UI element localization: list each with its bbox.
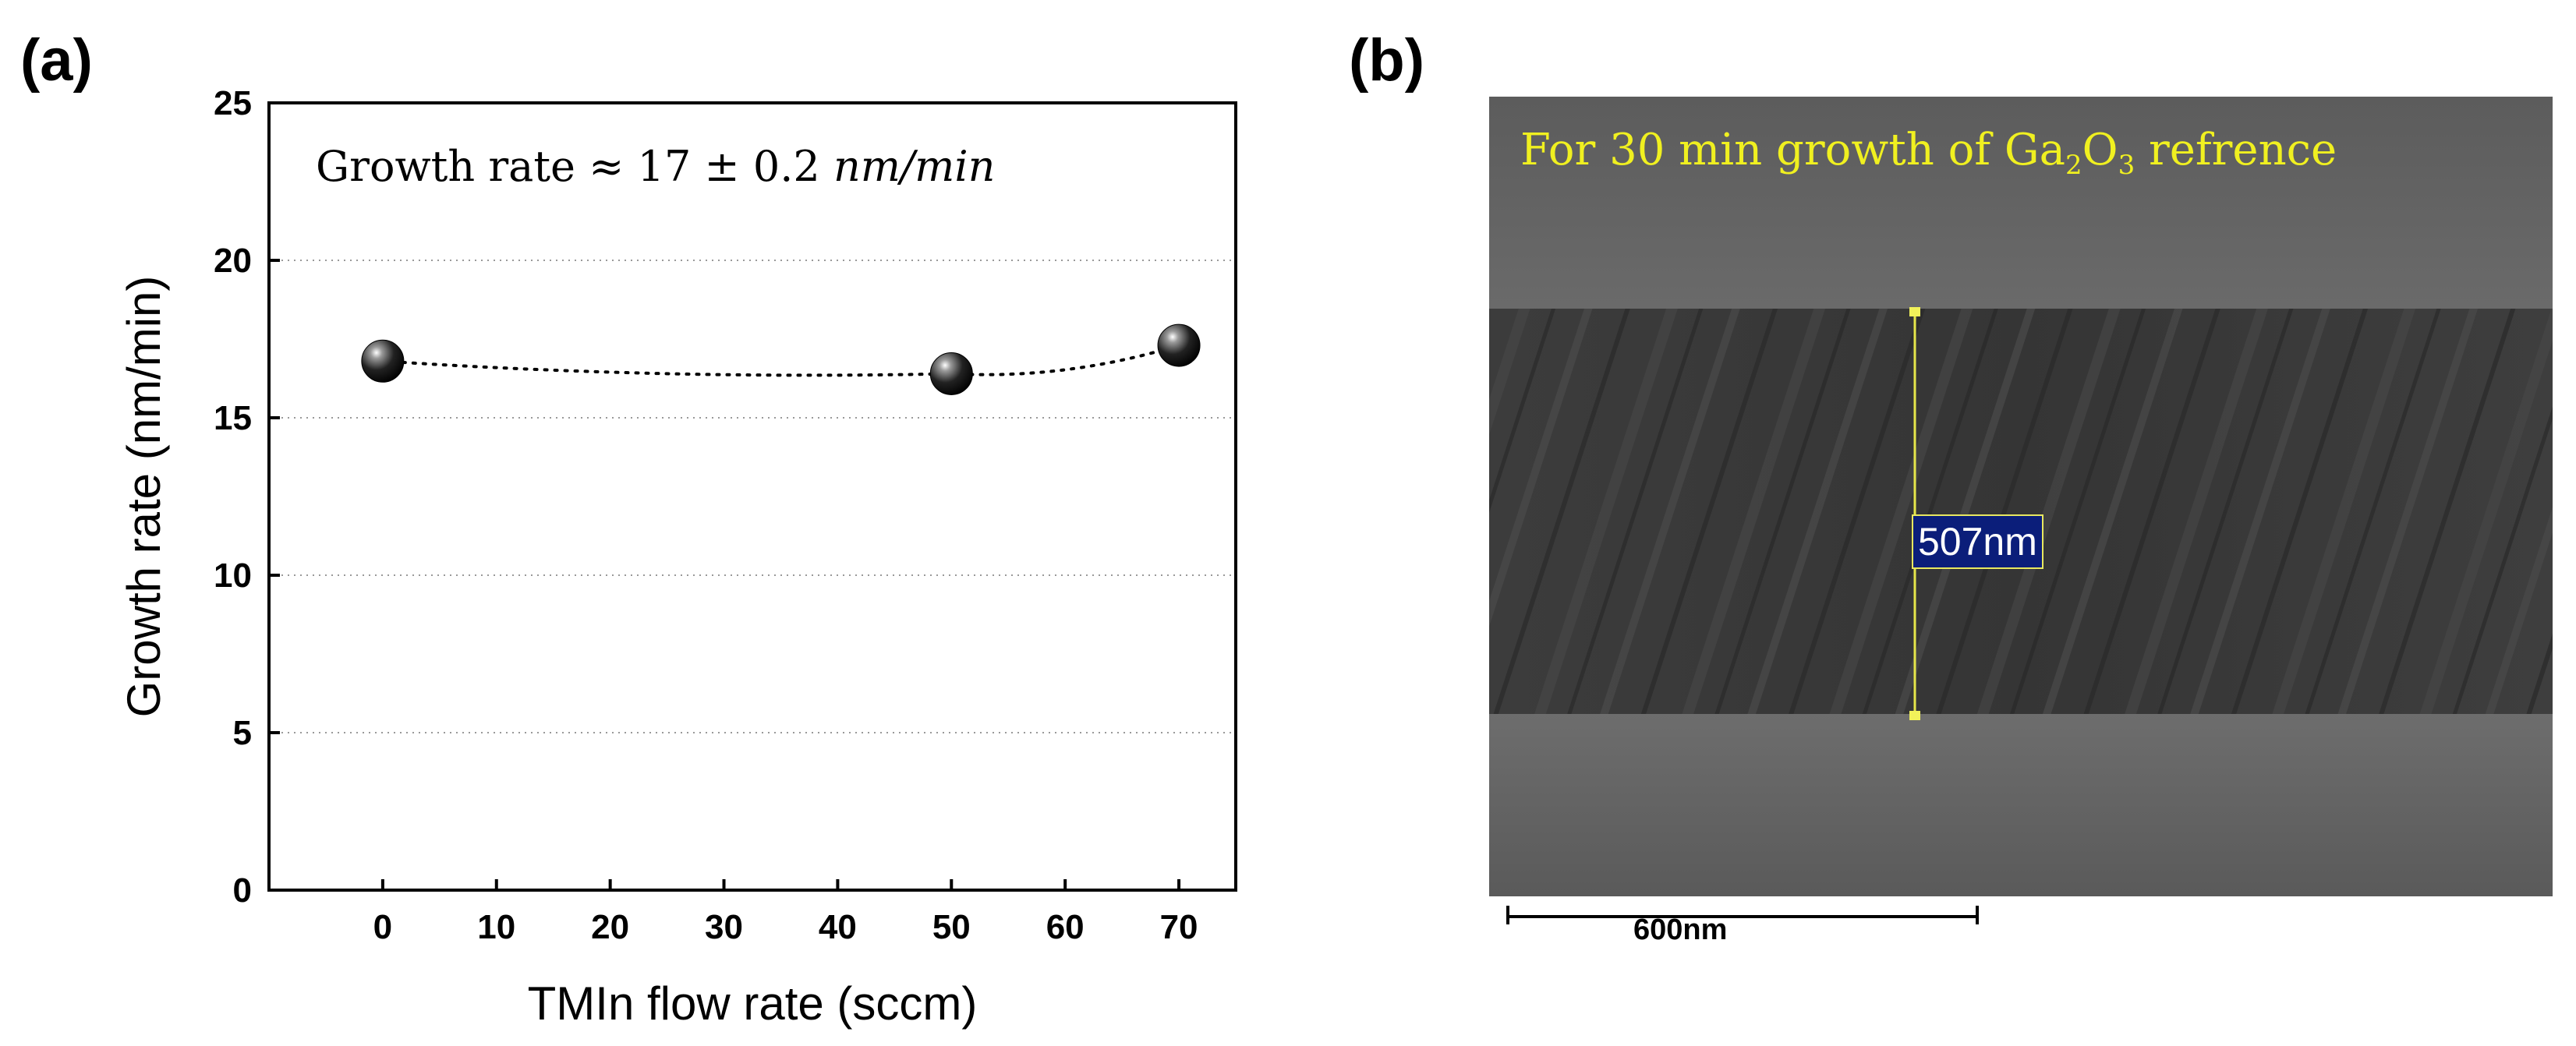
data-point-0: [361, 339, 405, 383]
trend-line: [380, 344, 1181, 377]
measure-top-handle: [1909, 307, 1920, 316]
film-grain-texture: [1489, 309, 2553, 714]
sem-title-sub-3: 3: [2118, 150, 2135, 181]
growth-rate-annotation: Growth rate ≈ 17 ± 0.2 nm/min: [316, 142, 995, 191]
y-axis-title: Growth rate (nm/min): [118, 276, 170, 718]
x-tick-label: 70: [1160, 908, 1198, 946]
substrate-layer: [1489, 714, 2553, 896]
thickness-measurement-label: 507nm: [1912, 514, 2043, 569]
plot-frame: [267, 101, 1237, 892]
annotation-unit: nm/min: [833, 142, 995, 191]
annotation-symbol: ≈: [589, 142, 624, 191]
y-tick-label: 25: [214, 84, 252, 122]
sem-image-title: For 30 min growth of Ga2O3 refrence: [1520, 125, 2337, 181]
x-tick-label: 20: [591, 908, 629, 946]
y-tick-label: 10: [214, 557, 252, 595]
scale-bar-label: 600nm: [1633, 913, 1728, 946]
x-tick-label: 10: [477, 908, 515, 946]
sem-title-suffix: refrence: [2135, 125, 2337, 175]
data-point-50: [929, 352, 973, 395]
y-tick-label: 5: [233, 714, 252, 752]
x-axis-title: TMIn flow rate (sccm): [528, 977, 978, 1030]
panel-label-a: (a): [20, 27, 93, 94]
y-tick-label: 15: [214, 399, 252, 437]
y-tick-label: 20: [214, 242, 252, 280]
sem-top-region: [1489, 97, 2553, 309]
data-point-70: [1157, 323, 1201, 367]
panel-label-b: (b): [1349, 27, 1425, 94]
sem-title-oxygen: O: [2082, 125, 2118, 175]
sem-image-drawing: [1489, 97, 2553, 896]
sem-title-sub-2: 2: [2065, 150, 2082, 181]
x-tick-label: 60: [1046, 908, 1085, 946]
x-tick-label: 50: [932, 908, 971, 946]
annotation-prefix: Growth rate: [316, 142, 575, 191]
x-tick-label: 0: [373, 908, 392, 946]
x-tick-label: 40: [819, 908, 857, 946]
annotation-value: 17 ± 0.2: [638, 142, 820, 191]
y-tick-label: 0: [233, 871, 252, 910]
sem-cross-section-image: [1489, 97, 2553, 896]
measure-bottom-handle: [1909, 711, 1920, 720]
scale-bar: [1506, 906, 1979, 924]
x-tick-label: 30: [705, 908, 743, 946]
sem-title-prefix: For 30 min growth of Ga: [1520, 125, 2066, 175]
